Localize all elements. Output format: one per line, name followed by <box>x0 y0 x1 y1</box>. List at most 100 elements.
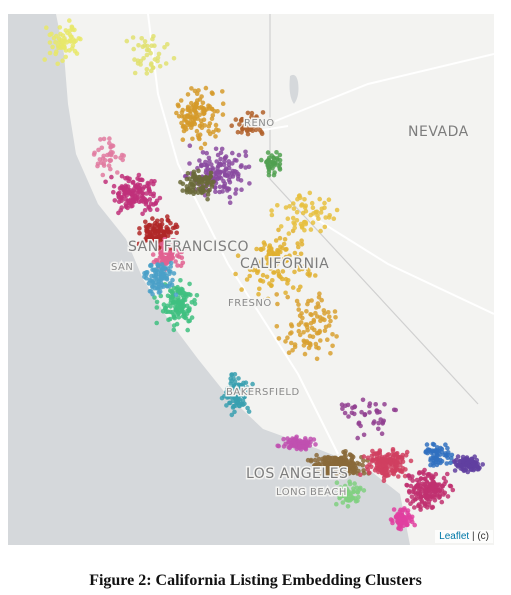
listing-dot <box>332 309 338 314</box>
listing-dot <box>172 315 178 321</box>
listing-dot <box>128 203 134 209</box>
listing-dot <box>155 262 160 267</box>
listing-dot <box>378 464 384 470</box>
listing-dot <box>225 188 230 193</box>
attribution: Leaflet | (c) <box>435 530 493 543</box>
listing-dot <box>194 128 200 134</box>
listing-dot <box>236 152 242 158</box>
listing-dot <box>163 61 169 66</box>
listing-dot <box>130 35 136 40</box>
listing-dot <box>171 271 177 276</box>
listing-dot <box>187 318 192 324</box>
listing-dot <box>119 198 124 203</box>
listing-dot <box>274 250 280 255</box>
leaflet-link[interactable]: Leaflet <box>439 531 470 542</box>
listing-dot <box>178 278 183 283</box>
listing-dot <box>287 264 293 270</box>
listing-dot <box>63 28 69 33</box>
listing-dot <box>300 315 305 321</box>
listing-dot <box>146 47 152 53</box>
road <box>147 14 339 455</box>
listing-dot <box>154 320 159 326</box>
listing-dot <box>343 403 348 409</box>
listing-dot <box>135 195 141 200</box>
listing-dot <box>133 184 138 189</box>
listing-dot <box>361 454 367 459</box>
listing-dot <box>176 103 181 109</box>
listing-dot <box>180 124 186 130</box>
listing-dot <box>156 290 162 295</box>
listing-dot <box>193 111 199 117</box>
listing-dot <box>227 200 233 205</box>
listing-dot <box>171 56 177 61</box>
listing-dot <box>273 262 279 267</box>
listing-dot <box>276 227 281 233</box>
listing-dot <box>437 487 443 492</box>
listing-dot <box>412 505 417 510</box>
listing-dot <box>283 290 288 296</box>
listing-dot <box>303 203 309 208</box>
listing-dot <box>330 332 335 337</box>
listing-dot <box>207 121 213 126</box>
listing-dot <box>161 302 167 307</box>
listing-dot <box>379 431 385 437</box>
listing-dot <box>203 174 208 180</box>
listing-dot <box>101 136 107 142</box>
listing-dot <box>322 317 327 323</box>
listing-dot <box>390 452 395 457</box>
listing-dot <box>287 204 292 209</box>
listing-dot <box>100 172 106 178</box>
listing-dot <box>354 485 360 491</box>
listing-dot <box>309 200 315 206</box>
listing-dot <box>290 215 296 221</box>
listing-dot <box>276 336 282 341</box>
listing-dot <box>282 237 288 242</box>
listing-dot <box>230 168 235 174</box>
listing-dot <box>150 252 156 257</box>
listing-dot <box>311 437 317 442</box>
city-label: LOS ANGELES <box>246 466 348 482</box>
listing-dot <box>373 402 379 407</box>
listing-dot <box>334 460 339 465</box>
listing-dot <box>408 501 413 507</box>
listing-dot <box>188 121 194 127</box>
listing-dot <box>452 468 458 473</box>
listing-dot <box>188 292 193 298</box>
listing-dot <box>328 318 333 324</box>
listing-dot <box>310 256 316 261</box>
listing-dot <box>154 207 160 212</box>
listing-dot <box>405 522 410 527</box>
listing-dot <box>180 188 185 193</box>
listing-dot <box>313 273 318 278</box>
listing-dot <box>221 183 227 189</box>
listing-dot <box>407 514 413 520</box>
listing-dot <box>235 129 241 135</box>
listing-dot <box>169 289 174 294</box>
listing-dot <box>103 179 108 185</box>
listing-dot <box>67 18 72 23</box>
listing-dot <box>174 230 179 236</box>
listing-dot <box>393 407 399 413</box>
listing-dot <box>165 303 170 309</box>
listing-dot <box>345 504 351 509</box>
listing-dot <box>111 189 116 195</box>
listing-dot <box>286 350 292 356</box>
listing-dot <box>341 461 347 467</box>
listing-dot <box>168 300 173 306</box>
listing-dot <box>340 406 345 412</box>
listing-dot <box>277 235 283 241</box>
listing-dot <box>154 286 160 291</box>
listing-dot <box>217 169 223 175</box>
listing-dot <box>228 395 233 400</box>
listing-dot <box>338 467 344 473</box>
listing-dot <box>382 454 388 460</box>
listing-dot <box>109 174 114 180</box>
listing-dot <box>398 462 403 468</box>
listing-dot <box>313 341 319 347</box>
listing-dot <box>317 461 322 467</box>
listing-dot <box>275 443 281 449</box>
listing-dot <box>177 249 182 255</box>
listing-dot <box>356 494 361 500</box>
listing-dot <box>250 263 255 269</box>
listing-dot <box>243 153 249 159</box>
